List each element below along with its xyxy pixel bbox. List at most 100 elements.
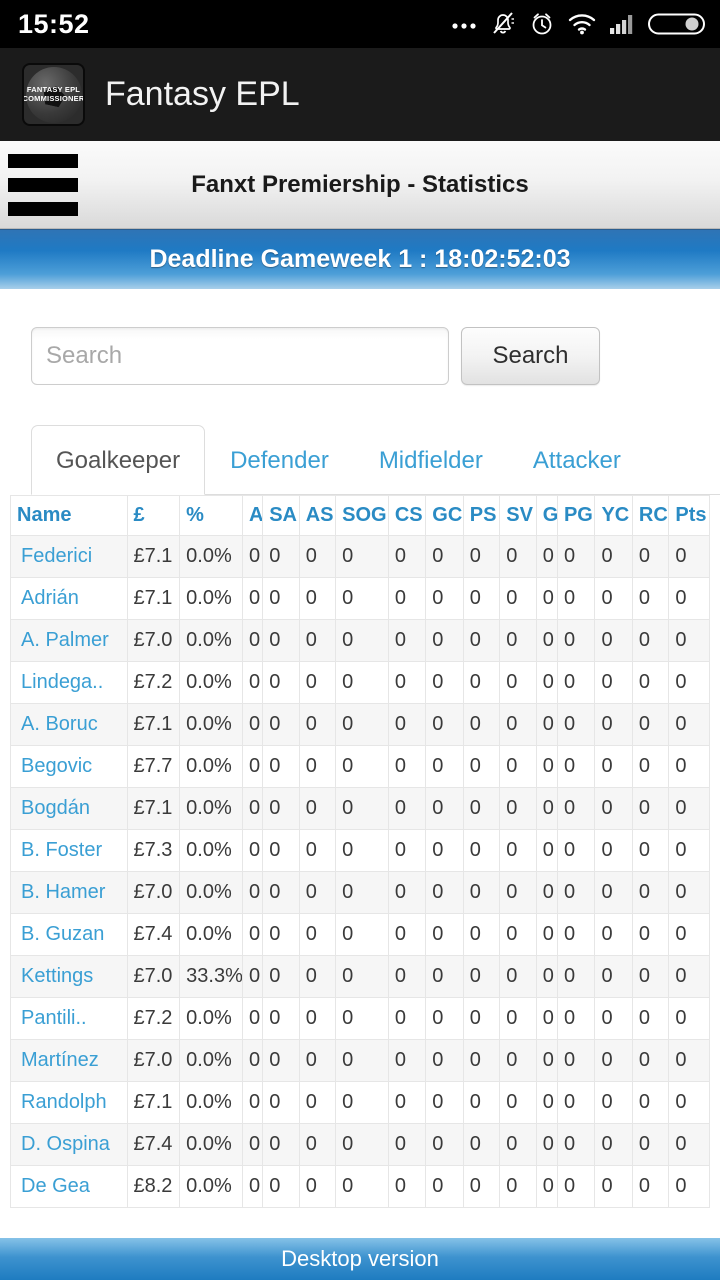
table-row[interactable]: Martínez £7.0 0.0% 0 0 0 0 0 0 0 0 0 0 0 0 0 — [10, 1039, 710, 1082]
table-row[interactable]: Federici £7.1 0.0% 0 0 0 0 0 0 0 0 0 0 0 0 0 — [10, 535, 710, 578]
stat-cell: 0 — [387, 1165, 427, 1208]
soccer-ball-graphic — [25, 66, 82, 123]
app-logo-text: FANTASY EPL COMMISSIONER — [24, 84, 83, 103]
stat-cell: 0 — [535, 1165, 558, 1208]
stat-cell: 0 — [241, 955, 264, 998]
search-button[interactable]: Search — [461, 327, 600, 385]
col-header-a[interactable]: A — [241, 495, 264, 536]
player-name-cell[interactable]: Pantili.. — [10, 997, 128, 1040]
stat-cell: 0 — [298, 1123, 337, 1166]
table-row[interactable]: Pantili.. £7.2 0.0% 0 0 0 0 0 0 0 0 0 0 0 0 0 — [10, 997, 710, 1040]
col-header-cs[interactable]: CS — [387, 495, 427, 536]
table-row[interactable]: Begovic £7.7 0.0% 0 0 0 0 0 0 0 0 0 0 0 0 0 — [10, 745, 710, 788]
player-name-cell[interactable]: Kettings — [10, 955, 128, 998]
player-name-cell[interactable]: Adrián — [10, 577, 128, 620]
stat-cell: 0 — [535, 1123, 558, 1166]
player-name-cell[interactable]: Federici — [10, 535, 128, 578]
bell-muted-icon — [493, 12, 514, 34]
tab-attacker[interactable]: Attacker — [532, 447, 621, 474]
player-name-cell[interactable]: Begovic — [10, 745, 128, 788]
stat-cell: 0 — [668, 577, 710, 620]
stat-cell: 0 — [631, 577, 670, 620]
hamburger-menu-icon[interactable] — [8, 153, 78, 216]
hamburger-bar-1 — [8, 153, 78, 168]
stat-cell: 0 — [668, 787, 710, 830]
stat-cell: 0 — [387, 913, 427, 956]
stat-cell: 0 — [387, 1039, 427, 1082]
stat-cell: 0 — [535, 913, 558, 956]
table-row[interactable]: De Gea £8.2 0.0% 0 0 0 0 0 0 0 0 0 0 0 0 0 — [10, 1165, 710, 1208]
search-input[interactable] — [31, 327, 449, 385]
desktop-version-bar[interactable]: Desktop version — [0, 1238, 720, 1280]
stat-cell: 0 — [535, 787, 558, 830]
stat-cell: 0 — [594, 577, 633, 620]
app-logo-line1: FANTASY EPL — [26, 84, 81, 94]
col-header-sog[interactable]: SOG — [335, 495, 389, 536]
stat-cell: 0 — [668, 1039, 710, 1082]
stat-cell: 0 — [425, 619, 464, 662]
table-row[interactable]: Adrián £7.1 0.0% 0 0 0 0 0 0 0 0 0 0 0 0 0 — [10, 577, 710, 620]
stat-cell: 0 — [262, 1081, 300, 1124]
table-row[interactable]: Kettings £7.0 33.3% 0 0 0 0 0 0 0 0 0 0 0 0 0 — [10, 955, 710, 998]
stat-cell: 0 — [241, 787, 264, 830]
stat-cell: 0.0% — [179, 913, 243, 956]
col-header-sv[interactable]: SV — [499, 495, 537, 536]
table-row[interactable]: B. Hamer £7.0 0.0% 0 0 0 0 0 0 0 0 0 0 0 0 0 — [10, 871, 710, 914]
table-row[interactable]: B. Foster £7.3 0.0% 0 0 0 0 0 0 0 0 0 0 0 0 0 — [10, 829, 710, 872]
col-header-gc[interactable]: GC — [425, 495, 464, 536]
tab-midfielder[interactable]: Midfielder — [378, 447, 483, 474]
tab-goalkeeper[interactable]: Goalkeeper — [31, 425, 206, 495]
player-name-cell[interactable]: Martínez — [10, 1039, 128, 1082]
player-name-cell[interactable]: Lindega.. — [10, 661, 128, 704]
stat-cell: 0 — [387, 661, 427, 704]
table-row[interactable]: Bogdán £7.1 0.0% 0 0 0 0 0 0 0 0 0 0 0 0 0 — [10, 787, 710, 830]
stat-cell: 0 — [387, 619, 427, 662]
table-row[interactable]: Lindega.. £7.2 0.0% 0 0 0 0 0 0 0 0 0 0 0 0 0 — [10, 661, 710, 704]
deadline-text: Deadline Gameweek 1 : 18:02:52:03 — [149, 245, 571, 273]
stat-cell: 0 — [462, 619, 501, 662]
table-row[interactable]: Randolph £7.1 0.0% 0 0 0 0 0 0 0 0 0 0 0 0 0 — [10, 1081, 710, 1124]
col-header-sa[interactable]: SA — [262, 495, 300, 536]
stat-cell: 0.0% — [179, 1039, 243, 1082]
stat-cell: 0 — [535, 1039, 558, 1082]
col-header-name[interactable]: Name — [10, 495, 128, 536]
stat-cell: £7.3 — [126, 829, 181, 872]
player-name-cell[interactable]: B. Hamer — [10, 871, 128, 914]
col-header-pg[interactable]: PG — [556, 495, 596, 536]
stat-cell: 0 — [262, 577, 300, 620]
stat-cell: 0 — [594, 1165, 633, 1208]
col-header-pts[interactable]: Pts — [668, 495, 710, 536]
player-name-cell[interactable]: B. Guzan — [10, 913, 128, 956]
col-header-as[interactable]: AS — [298, 495, 337, 536]
stat-cell: 0 — [499, 703, 537, 746]
stat-cell: 0 — [556, 661, 596, 704]
stat-cell: £7.4 — [126, 1123, 181, 1166]
stat-cell: 0 — [262, 1039, 300, 1082]
stat-cell: 0 — [631, 745, 670, 788]
table-row[interactable]: A. Palmer £7.0 0.0% 0 0 0 0 0 0 0 0 0 0 0 0 0 — [10, 619, 710, 662]
col-header-ps[interactable]: PS — [462, 495, 501, 536]
wifi-icon — [568, 14, 596, 35]
table-row[interactable]: D. Ospina £7.4 0.0% 0 0 0 0 0 0 0 0 0 0 0 0 0 — [10, 1123, 710, 1166]
player-name-cell[interactable]: B. Foster — [10, 829, 128, 872]
player-name-cell[interactable]: A. Palmer — [10, 619, 128, 662]
statistics-table-wrapper: Name £ % A SA AS SOG CS GC PS SV G PG YC… — [0, 495, 720, 1208]
col-header-g[interactable]: G — [535, 495, 558, 536]
table-row[interactable]: B. Guzan £7.4 0.0% 0 0 0 0 0 0 0 0 0 0 0 0 0 — [10, 913, 710, 956]
stat-cell: 0 — [298, 1081, 337, 1124]
col-header-rc[interactable]: RC — [631, 495, 670, 536]
stat-cell: £7.0 — [126, 871, 181, 914]
player-name-cell[interactable]: D. Ospina — [10, 1123, 128, 1166]
player-name-cell[interactable]: A. Boruc — [10, 703, 128, 746]
tab-defender[interactable]: Defender — [230, 447, 329, 474]
player-name-cell[interactable]: De Gea — [10, 1165, 128, 1208]
col-header-pct[interactable]: % — [179, 495, 243, 536]
col-header-yc[interactable]: YC — [594, 495, 633, 536]
player-name-cell[interactable]: Randolph — [10, 1081, 128, 1124]
stat-cell: £7.1 — [126, 1081, 181, 1124]
col-header-price[interactable]: £ — [126, 495, 181, 536]
player-name-cell[interactable]: Bogdán — [10, 787, 128, 830]
stat-cell: £7.4 — [126, 913, 181, 956]
table-row[interactable]: A. Boruc £7.1 0.0% 0 0 0 0 0 0 0 0 0 0 0 0 0 — [10, 703, 710, 746]
stat-cell: 0 — [387, 703, 427, 746]
